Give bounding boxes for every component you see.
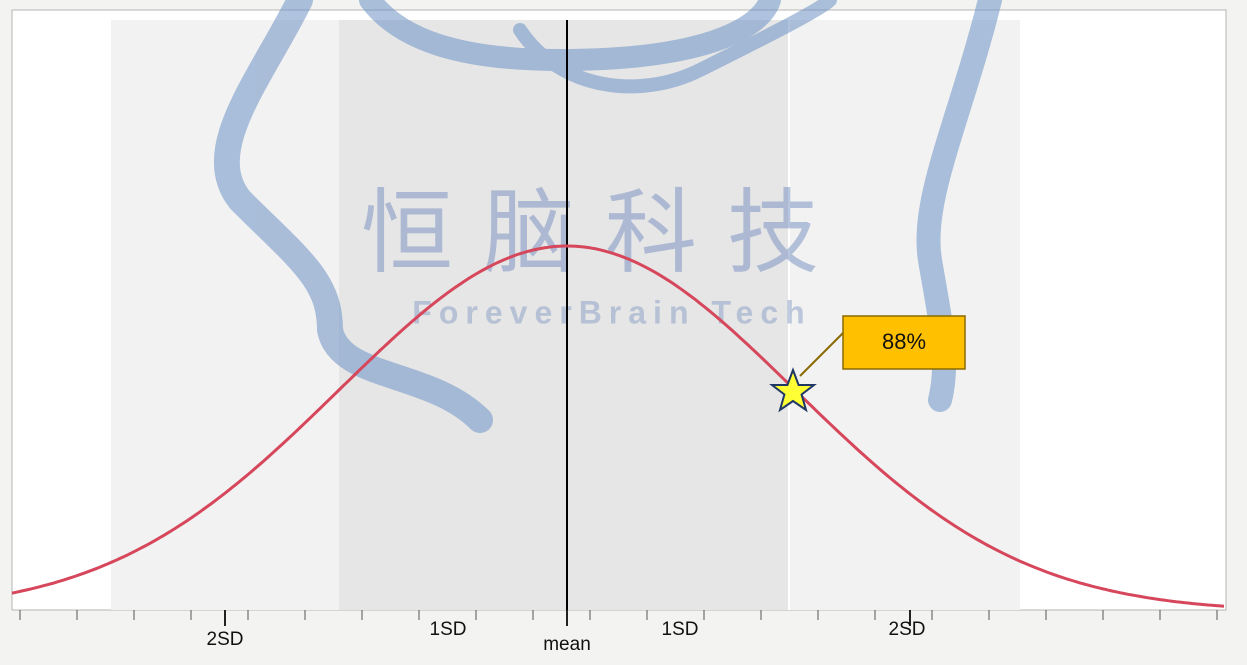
axis-label: 1SD xyxy=(430,619,467,640)
watermark-title: 恒脑科技 xyxy=(361,182,849,284)
axis-label: mean xyxy=(543,634,591,655)
watermark-stroke xyxy=(513,0,837,94)
score-label: 88% xyxy=(882,329,926,354)
normal-curve xyxy=(11,244,1225,608)
axis-label: 2SD xyxy=(207,629,244,650)
watermark-stroke xyxy=(213,0,493,433)
axis-ticks xyxy=(19,610,1218,626)
axis-label: 1SD xyxy=(662,619,699,640)
score-star xyxy=(769,367,817,413)
score-box xyxy=(842,315,966,370)
watermark-subtitle: ForeverBrain Tech xyxy=(412,294,811,330)
axis-label: 2SD xyxy=(889,619,926,640)
